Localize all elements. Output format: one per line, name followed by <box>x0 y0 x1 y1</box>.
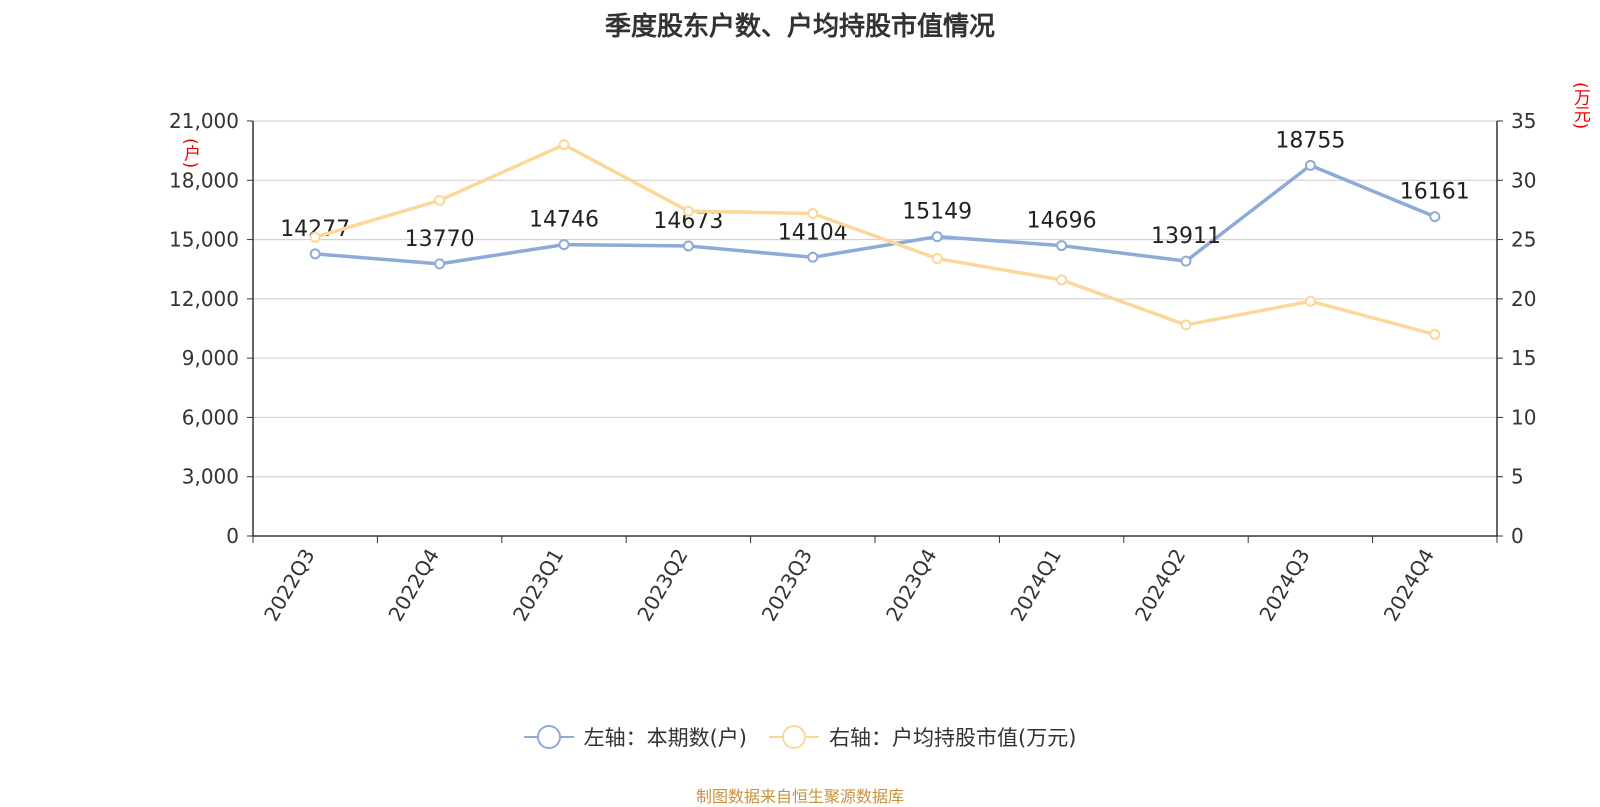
data-point <box>1304 159 1316 171</box>
series-line-0 <box>315 163 1436 266</box>
legend-label-holders: 左轴：本期数(户) <box>583 726 747 750</box>
x-axis-tick-label: 2023Q2 <box>632 545 692 626</box>
data-point <box>807 251 819 263</box>
x-axis-tick-label: 2024Q3 <box>1254 545 1314 626</box>
x-axis-tick-label: 2022Q3 <box>259 545 319 626</box>
data-point <box>682 240 694 252</box>
data-point <box>1429 211 1441 223</box>
x-axis-tick-label: 2023Q1 <box>508 545 568 626</box>
left-axis-tick-label: 18,000 <box>169 168 239 192</box>
data-label: 14696 <box>1027 209 1097 234</box>
data-point <box>1429 328 1441 340</box>
legend-marker-avg-value <box>769 724 819 750</box>
data-point <box>558 139 570 151</box>
left-axis-tick-label: 21,000 <box>169 109 239 133</box>
x-axis-tick-label: 2024Q1 <box>1005 545 1065 626</box>
data-point <box>1056 274 1068 286</box>
left-axis-tick-label: 9,000 <box>182 346 239 370</box>
legend-label-avg-value: 右轴：户均持股市值(万元) <box>829 726 1077 750</box>
x-axis-tick-label: 2023Q4 <box>881 545 941 626</box>
right-axis-tick-label: 35 <box>1511 109 1536 133</box>
series-line-1 <box>314 142 1436 337</box>
left-axis-tick-label: 15,000 <box>169 228 239 252</box>
right-axis-tick-label: 25 <box>1511 228 1536 252</box>
data-point <box>434 194 446 206</box>
data-label: 13770 <box>405 227 475 252</box>
left-axis-unit: (户) <box>180 138 200 169</box>
data-point <box>1180 255 1192 267</box>
data-point <box>931 231 943 243</box>
right-axis-tick-label: 20 <box>1511 287 1536 311</box>
x-axis-tick-label: 2024Q4 <box>1379 545 1439 626</box>
data-label: 18755 <box>1275 128 1345 153</box>
left-axis-tick-label: 0 <box>226 524 239 548</box>
right-axis-tick-label: 30 <box>1511 168 1536 192</box>
left-axis-tick-label: 3,000 <box>182 465 239 489</box>
data-point <box>1304 295 1316 307</box>
data-point <box>1180 319 1192 331</box>
data-label: 16161 <box>1400 180 1470 205</box>
x-axis-tick-label: 2022Q4 <box>383 545 443 626</box>
right-axis-tick-label: 5 <box>1511 465 1524 489</box>
data-point <box>807 207 819 219</box>
data-label: 13911 <box>1151 224 1221 249</box>
right-axis-tick-label: 0 <box>1511 524 1524 548</box>
data-point <box>309 248 321 260</box>
chart-title: 季度股东户数、户均持股市值情况 <box>604 12 995 42</box>
right-axis-unit: (万元) <box>1570 82 1590 130</box>
legend-item-holders[interactable]: 左轴：本期数(户) <box>523 722 747 752</box>
data-point <box>434 258 446 270</box>
legend-item-avg-value[interactable]: 右轴：户均持股市值(万元) <box>769 722 1076 752</box>
data-point <box>1056 240 1068 252</box>
legend: 左轴：本期数(户) 右轴：户均持股市值(万元) <box>0 722 1600 752</box>
left-axis-tick-label: 6,000 <box>182 405 239 429</box>
data-point <box>558 239 570 251</box>
data-point <box>309 231 321 243</box>
data-point <box>682 205 694 217</box>
data-label: 15149 <box>902 200 972 225</box>
data-point <box>931 253 943 265</box>
data-label: 14104 <box>778 220 848 245</box>
legend-marker-holders <box>523 724 574 750</box>
data-label: 14746 <box>529 208 599 233</box>
left-axis-tick-label: 12,000 <box>169 287 239 311</box>
right-axis-tick-label: 10 <box>1511 405 1536 429</box>
data-source-note: 制图数据来自恒生聚源数据库 <box>695 787 904 806</box>
x-axis-tick-label: 2023Q3 <box>757 545 817 626</box>
plot-area: 0 3,000 6,000 9,000 12,000 15,000 18,000 21,000… <box>169 109 1536 626</box>
right-axis-tick-label: 15 <box>1511 346 1536 370</box>
x-axis-tick-label: 2024Q2 <box>1130 545 1190 626</box>
